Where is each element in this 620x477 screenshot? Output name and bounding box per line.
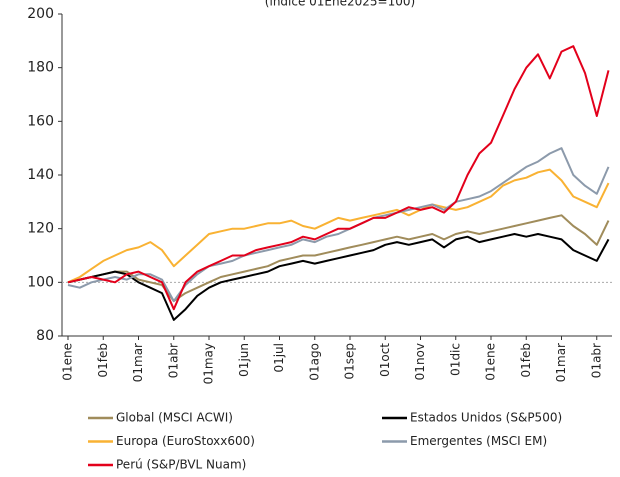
x-tick-label: 01oct xyxy=(378,343,392,377)
x-tick-label: 01jul xyxy=(272,343,286,373)
y-tick-label: 120 xyxy=(27,221,54,237)
x-tick-label: 01ene xyxy=(61,343,75,381)
x-tick-label: 01abr xyxy=(589,343,603,378)
x-tick-label: 01abr xyxy=(166,343,180,378)
x-tick-label: 01feb xyxy=(96,343,110,378)
series-line xyxy=(67,45,610,311)
x-tick-label: 01sep xyxy=(343,343,357,380)
x-tick-label: 01feb xyxy=(519,343,533,378)
x-tick-label: 01mar xyxy=(554,343,568,382)
x-tick-label: 01dic xyxy=(448,343,462,376)
x-tick-label: 01jun xyxy=(237,343,251,377)
legend-label: Emergentes (MSCI EM) xyxy=(410,434,547,448)
legend-label: Global (MSCI ACWI) xyxy=(116,411,233,425)
x-tick-label: 01nov xyxy=(413,343,427,380)
legend-label: Perú (S&P/BVL Nuam) xyxy=(116,458,246,472)
series-line xyxy=(67,214,610,303)
legend-label: Estados Unidos (S&P500) xyxy=(410,411,562,425)
y-tick-label: 180 xyxy=(27,60,54,76)
y-tick-label: 140 xyxy=(27,167,54,183)
y-tick-label: 80 xyxy=(36,328,54,344)
x-tick-label: 01may xyxy=(202,343,216,384)
chart-subtitle: (índice 01Ene2025=100) xyxy=(265,0,415,9)
series-line xyxy=(67,233,610,321)
legend-label: Europa (EuroStoxx600) xyxy=(116,434,255,448)
y-tick-label: 200 xyxy=(27,6,54,22)
y-tick-label: 160 xyxy=(27,113,54,129)
series-line xyxy=(67,147,610,303)
x-tick-label: 01mar xyxy=(131,343,145,382)
series-line xyxy=(67,168,610,284)
x-tick-label: 01ene xyxy=(484,343,498,381)
x-tick-label: 01ago xyxy=(307,343,321,381)
y-tick-label: 100 xyxy=(27,274,54,290)
